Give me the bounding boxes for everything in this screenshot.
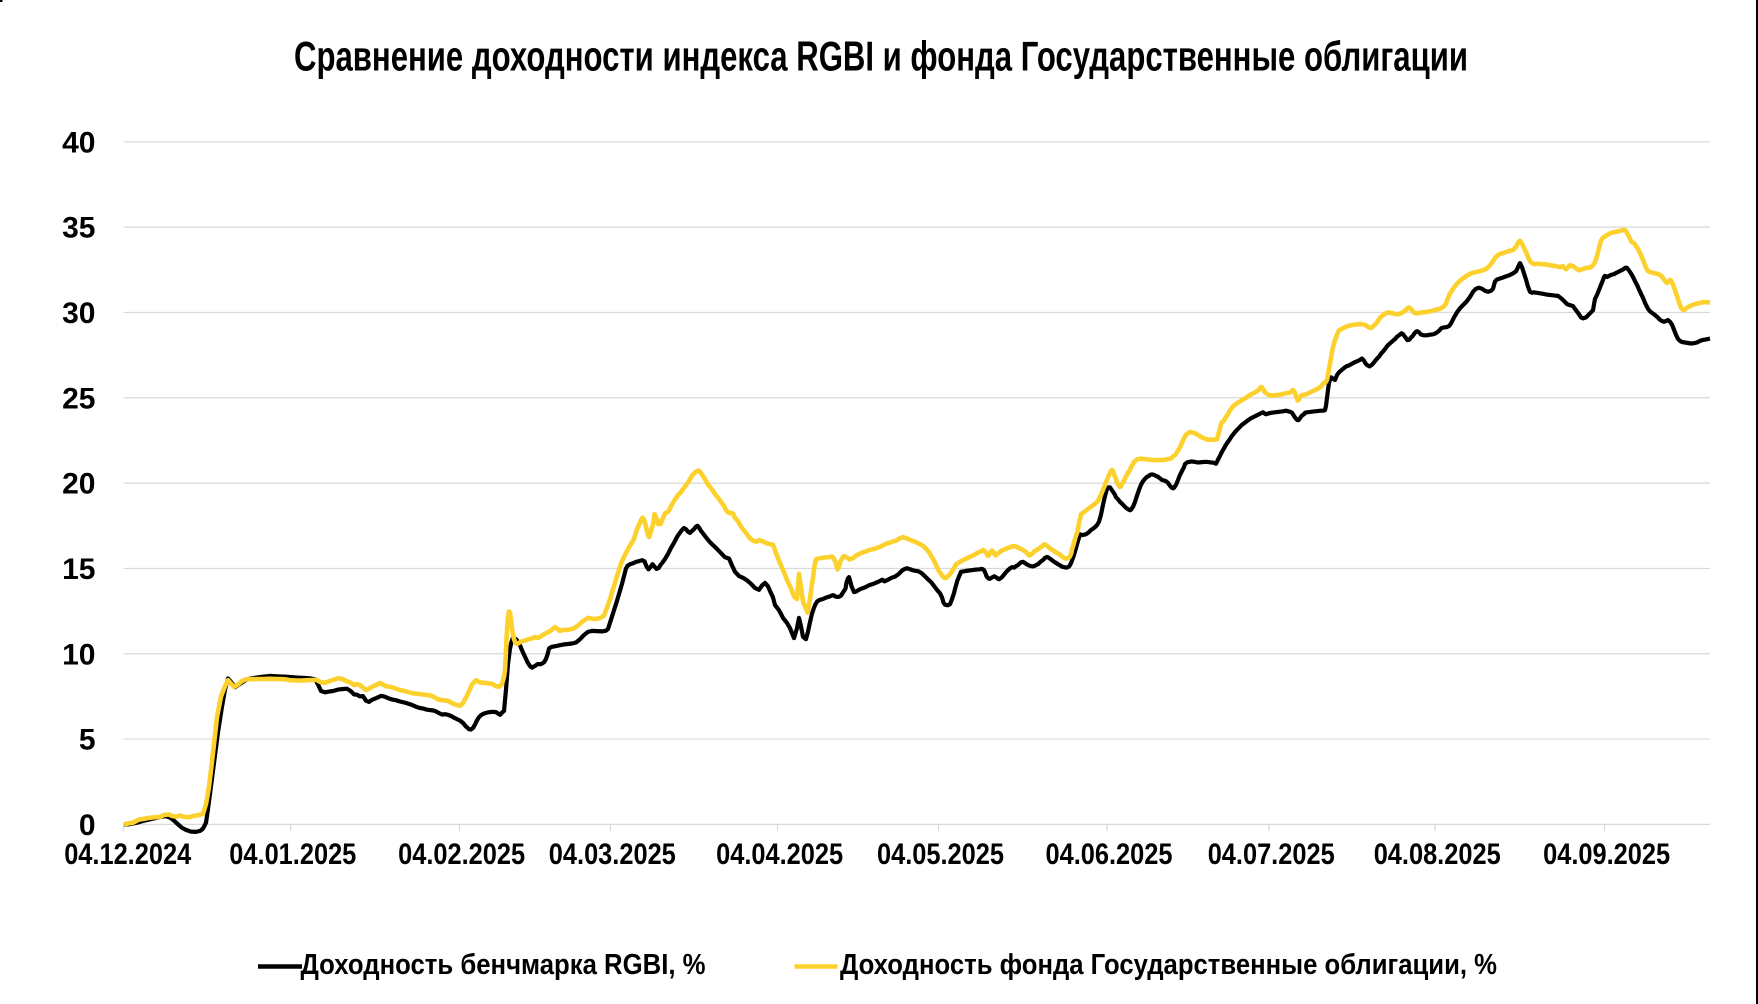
svg-text:04.12.2024: 04.12.2024 [64, 838, 191, 871]
svg-text:04.01.2025: 04.01.2025 [229, 838, 356, 871]
svg-text:04.07.2025: 04.07.2025 [1208, 838, 1335, 871]
svg-text:Доходность бенчмарка RGBI, %: Доходность бенчмарка RGBI, % [301, 949, 706, 981]
svg-text:15: 15 [62, 553, 95, 586]
svg-text:04.02.2025: 04.02.2025 [398, 838, 525, 871]
svg-text:Доходность фонда Государственн: Доходность фонда Государственные облигац… [840, 949, 1497, 981]
svg-text:04.05.2025: 04.05.2025 [877, 838, 1004, 871]
svg-text:04.06.2025: 04.06.2025 [1046, 838, 1173, 871]
svg-text:35: 35 [62, 212, 95, 245]
svg-text:Сравнение доходности индекса R: Сравнение доходности индекса RGBI и фонд… [294, 33, 1468, 80]
svg-text:25: 25 [62, 382, 95, 415]
svg-text:04.08.2025: 04.08.2025 [1374, 838, 1501, 871]
svg-text:30: 30 [62, 297, 95, 330]
svg-text:04.09.2025: 04.09.2025 [1543, 838, 1670, 871]
svg-text:10: 10 [62, 638, 95, 671]
svg-text:04.04.2025: 04.04.2025 [716, 838, 843, 871]
svg-text:04.03.2025: 04.03.2025 [549, 838, 676, 871]
svg-text:0: 0 [79, 809, 96, 842]
svg-text:20: 20 [62, 468, 95, 501]
svg-text:5: 5 [79, 724, 96, 757]
svg-text:40: 40 [62, 126, 95, 159]
